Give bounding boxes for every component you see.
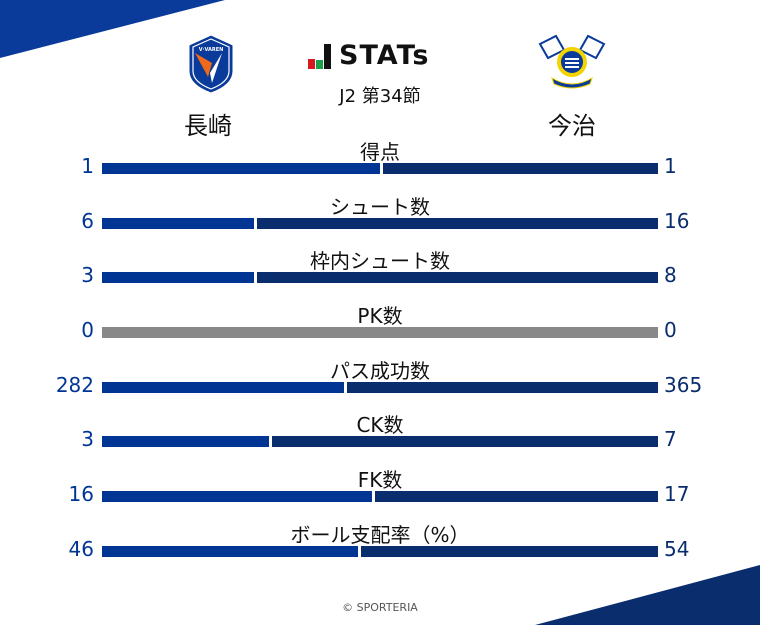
home-value: 6: [81, 209, 94, 233]
home-team-logo: V·VAREN: [188, 34, 234, 94]
stat-label: シュート数: [330, 195, 430, 219]
stat-bar: [102, 491, 658, 502]
stat-bar: [102, 163, 658, 174]
away-value: 54: [664, 537, 690, 561]
round-label: J2 第34節: [339, 86, 421, 107]
svg-text:V·VAREN: V·VAREN: [199, 47, 224, 53]
stat-row: パス成功数 282 365: [0, 355, 760, 410]
stat-label: パス成功数: [330, 359, 430, 383]
away-team-logo: [538, 34, 606, 89]
away-bar: [374, 491, 658, 502]
home-bar: [102, 546, 358, 557]
stat-label: FK数: [357, 468, 403, 492]
stats-bars-icon: [308, 44, 331, 69]
home-bar: [102, 272, 254, 283]
home-team-name: 長崎: [184, 112, 232, 140]
home-value: 1: [81, 154, 94, 178]
away-bar: [256, 272, 658, 283]
stat-row: シュート数 6 16: [0, 191, 760, 246]
home-value: 3: [81, 263, 94, 287]
away-value: 7: [664, 427, 677, 451]
away-bar: [360, 546, 658, 557]
home-bar: [102, 163, 380, 174]
away-bar: [256, 218, 658, 229]
stat-row: PK数 0 0: [0, 300, 760, 355]
corner-decoration: [535, 565, 760, 625]
stat-row: ボール支配率（%） 46 54: [0, 519, 760, 574]
away-value: 0: [664, 318, 677, 342]
home-bar: [102, 491, 372, 502]
stat-bar: [102, 327, 658, 338]
stat-row: 得点 1 1: [0, 136, 760, 191]
away-value: 17: [664, 482, 690, 506]
away-value: 8: [664, 263, 677, 287]
stat-label: 得点: [360, 140, 400, 164]
corner-decoration: [0, 0, 225, 58]
stat-bar: [102, 546, 658, 557]
home-value: 282: [55, 373, 94, 397]
stat-row: 枠内シュート数 3 8: [0, 245, 760, 300]
stat-label: CK数: [356, 413, 404, 437]
stat-row: CK数 3 7: [0, 409, 760, 464]
stat-label: ボール支配率（%）: [290, 523, 470, 547]
stat-bar: [102, 272, 658, 283]
away-team-name: 今治: [548, 112, 596, 140]
stat-row: FK数 16 17: [0, 464, 760, 519]
home-bar: [102, 382, 345, 393]
away-value: 16: [664, 209, 690, 233]
away-value: 365: [664, 373, 703, 397]
stat-label: PK数: [357, 304, 403, 328]
stat-bar: [102, 382, 658, 393]
away-bar: [347, 382, 658, 393]
copyright: © SPORTERIA: [342, 601, 418, 614]
away-value: 1: [664, 154, 677, 178]
home-value: 46: [68, 537, 94, 561]
home-value: 0: [81, 318, 94, 342]
brand-logo: STATs: [308, 42, 429, 69]
stat-bar: [102, 436, 658, 447]
home-value: 3: [81, 427, 94, 451]
away-bar: [383, 163, 658, 174]
stat-bar: [102, 218, 658, 229]
home-bar: [102, 218, 254, 229]
brand-title: STATs: [339, 40, 430, 71]
home-bar: [102, 436, 269, 447]
stat-label: 枠内シュート数: [310, 249, 450, 273]
away-bar: [271, 436, 658, 447]
home-value: 16: [68, 482, 94, 506]
